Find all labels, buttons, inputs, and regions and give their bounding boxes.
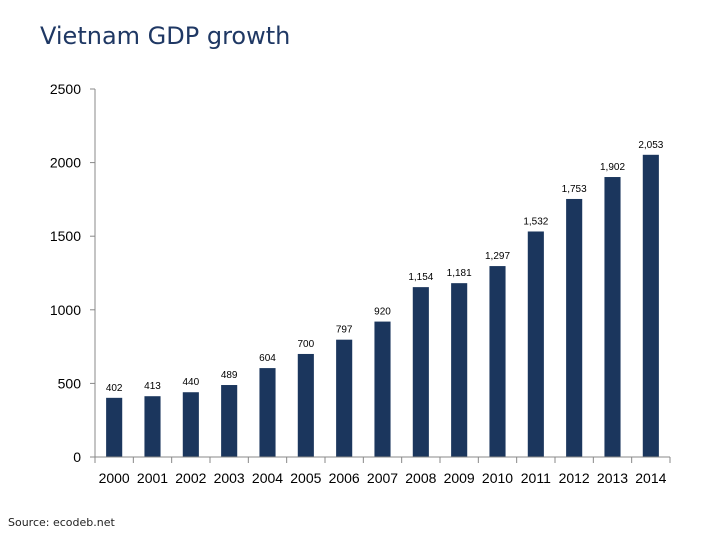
bars-layer xyxy=(106,154,659,458)
x-tick-label-2002: 2002 xyxy=(175,470,206,486)
data-label-2011: 1,532 xyxy=(523,216,548,227)
data-label-2007: 920 xyxy=(374,307,391,318)
bar-2001 xyxy=(144,396,161,457)
x-tick-label-2014: 2014 xyxy=(635,470,666,486)
x-tick-label-2005: 2005 xyxy=(290,470,321,486)
x-tick-label-2013: 2013 xyxy=(597,470,628,486)
bar-2006 xyxy=(336,339,353,457)
x-tick-label-2011: 2011 xyxy=(521,470,551,486)
data-label-2004: 604 xyxy=(259,353,276,364)
y-tick-label-0: 0 xyxy=(73,449,81,465)
data-label-2009: 1,181 xyxy=(447,268,472,279)
bar-2010 xyxy=(489,266,506,457)
bar-2011 xyxy=(527,231,544,457)
bar-2013 xyxy=(604,177,621,457)
x-tick-label-2003: 2003 xyxy=(214,470,245,486)
data-label-2006: 797 xyxy=(336,325,353,336)
data-label-2014: 2,053 xyxy=(638,140,663,151)
bar-2008 xyxy=(412,287,429,457)
axis-layer: 2000 2001 2002 2003 2004 2005 2006 2007 2008 2009… xyxy=(50,81,671,486)
x-tick-label-2008: 2008 xyxy=(405,470,436,486)
x-tick-label-2001: 2001 xyxy=(137,470,168,486)
x-tick-label-2009: 2009 xyxy=(444,470,475,486)
bar-2002 xyxy=(182,392,199,457)
bar-2014 xyxy=(642,154,659,458)
bar-2003 xyxy=(221,385,238,457)
bar-2009 xyxy=(451,283,468,457)
data-label-2008: 1,154 xyxy=(408,272,433,283)
bar-2012 xyxy=(566,198,583,457)
y-tick-label-1500: 1500 xyxy=(50,228,81,244)
source-note: Source: ecodeb.net xyxy=(8,516,115,529)
chart-title: Vietnam GDP growth xyxy=(40,22,291,50)
data-label-2000: 402 xyxy=(106,383,123,394)
y-tick-label-500: 500 xyxy=(58,375,82,391)
y-tick-label-2000: 2000 xyxy=(50,155,81,171)
x-tick-label-2012: 2012 xyxy=(559,470,590,486)
data-label-2003: 489 xyxy=(221,370,238,381)
bar-2000 xyxy=(106,397,123,457)
x-tick-label-2007: 2007 xyxy=(367,470,398,486)
x-tick-label-2004: 2004 xyxy=(252,470,283,486)
data-label-2012: 1,753 xyxy=(562,184,587,195)
x-tick-label-2006: 2006 xyxy=(329,470,360,486)
data-label-2013: 1,902 xyxy=(600,162,625,173)
x-tick-label-2000: 2000 xyxy=(99,470,130,486)
data-label-2005: 700 xyxy=(297,339,314,350)
data-labels-layer: 402 413 440 489 604 700 797 920 1,154 1,181 1,297 1… xyxy=(106,140,664,394)
data-label-2002: 440 xyxy=(182,377,199,388)
y-tick-label-1000: 1000 xyxy=(50,302,81,318)
x-tick-label-2010: 2010 xyxy=(482,470,513,486)
data-label-2010: 1,297 xyxy=(485,251,510,262)
bar-2005 xyxy=(297,353,314,457)
y-tick-label-2500: 2500 xyxy=(50,81,81,97)
bar-2007 xyxy=(374,321,391,457)
bar-2004 xyxy=(259,368,276,457)
data-label-2001: 413 xyxy=(144,381,161,392)
